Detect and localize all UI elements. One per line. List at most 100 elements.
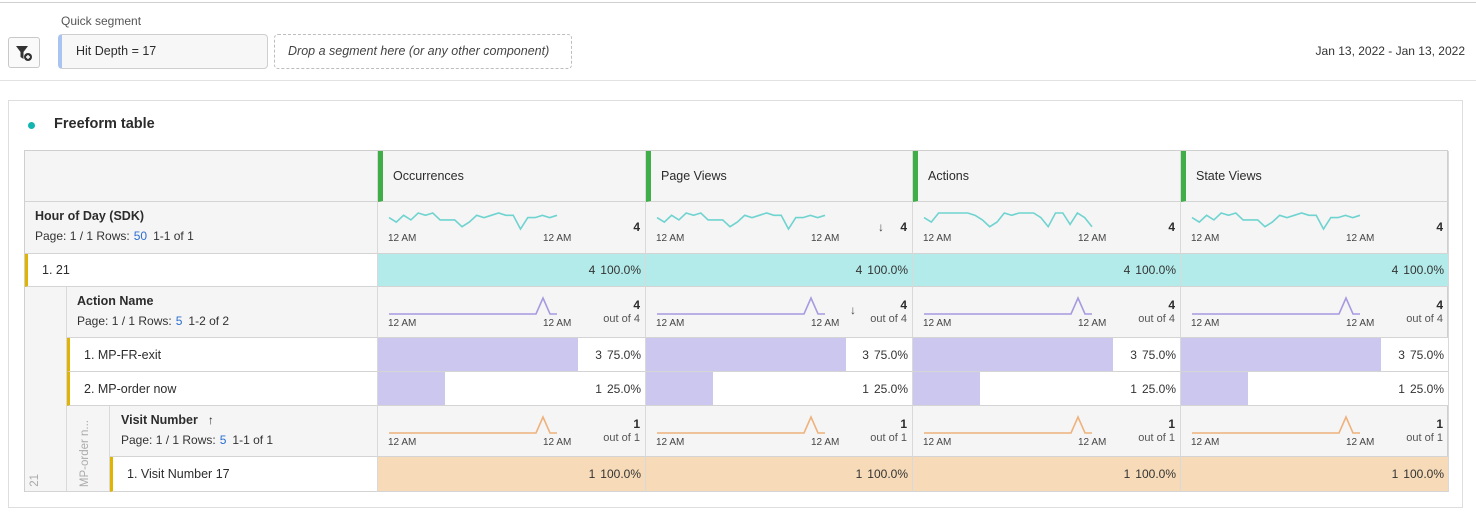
cell-percent: 75.0% [1141,348,1176,362]
value-bar [913,254,1180,286]
value-bar [913,338,1114,371]
pagination: Page: 1 / 1 Rows: 5 1-1 of 1 [121,433,377,447]
trend-sparkline [1192,296,1360,315]
pagination-page: Page: 1 / 1 Rows: [35,229,130,243]
table-row-label[interactable]: 1. Visit Number 17 [110,457,378,492]
sort-descending-icon[interactable]: ↓ [850,303,856,317]
pagination-page: Page: 1 / 1 Rows: [77,314,172,328]
metric-summary-cell: 12 AM 12 AM 4 [378,202,646,254]
table-cell[interactable]: 1 25.0% [1181,372,1449,406]
pagination-range: 1-1 of 1 [232,433,274,447]
sparkline-line [1191,212,1361,231]
table-cell[interactable]: 1 25.0% [913,372,1181,406]
table-cell[interactable]: 3 75.0% [1181,338,1449,372]
dimension-title[interactable]: Hour of Day (SDK) [35,209,145,223]
column-total: 1 [1168,417,1175,431]
sparkline-line [389,296,557,315]
cell-percent: 25.0% [1409,382,1444,396]
sparkline-end-tick: 12 AM [811,318,840,329]
sparkline-start-tick: 12 AM [923,318,952,329]
sparkline-end-tick: 12 AM [543,233,572,244]
pagination: Page: 1 / 1 Rows: 5 1-2 of 2 [77,314,377,328]
table-cell[interactable]: 1 100.0% [646,457,913,492]
table-cell[interactable]: 1 25.0% [378,372,646,406]
column-total-out-of: out of 4 [603,313,640,325]
sparkline-start-tick: 12 AM [388,437,417,448]
cell-percent: 75.0% [606,348,641,362]
table-row-label[interactable]: 2. MP-order now [67,372,378,406]
cell-percent: 25.0% [1141,382,1176,396]
trend-sparkline [924,415,1092,434]
sparkline-start-tick: 12 AM [656,437,685,448]
freeform-table: Occurrences Page Views Actions State Views 2… [24,150,1449,492]
sort-ascending-icon[interactable]: ↑ [207,413,214,427]
metric-summary-cell: 12 AM 12 AM 4 out of 4 [378,287,646,338]
rows-per-page[interactable]: 50 [133,229,148,243]
table-cell[interactable]: 4 100.0% [378,254,646,287]
sparkline-line [657,296,825,315]
table-cell[interactable]: 1 100.0% [1181,457,1449,492]
table-cell[interactable]: 1 100.0% [378,457,646,492]
sparkline-line [1192,415,1360,434]
table-row-label[interactable]: 1. 21 [25,254,378,287]
metric-header-occurrences[interactable]: Occurrences [378,151,646,202]
column-total: 1 [1436,417,1443,431]
trend-sparkline [1191,212,1361,231]
value-bar [913,457,1180,491]
pagination-page: Page: 1 / 1 Rows: [121,433,216,447]
cell-value: 4 [1391,263,1399,277]
cell-value: 3 [1130,348,1137,362]
dimension-title[interactable]: Visit Number [121,413,198,427]
freeform-panel [8,100,1463,508]
cell-percent: 100.0% [867,467,908,481]
pagination: Page: 1 / 1 Rows: 50 1-1 of 1 [35,229,377,243]
sort-descending-icon[interactable]: ↓ [878,220,884,234]
table-cell[interactable]: 3 75.0% [646,338,913,372]
sparkline-line [924,415,1092,434]
table-row-label[interactable]: 1. MP-FR-exit [67,338,378,372]
table-cell[interactable]: 1 100.0% [913,457,1181,492]
value-bar [1181,254,1448,286]
top-border [0,2,1476,3]
value-bar [378,372,445,405]
metric-summary-cell: 12 AM 12 AM 4 out of 4 ↓ [646,287,913,338]
sparkline-end-tick: 12 AM [811,437,840,448]
add-segment-button[interactable] [8,37,40,68]
sparkline-end-tick: 12 AM [811,233,840,244]
sparkline-start-tick: 12 AM [656,233,685,244]
table-cell[interactable]: 1 25.0% [646,372,913,406]
sparkline-line [923,211,1093,229]
value-bar [646,372,713,405]
table-cell[interactable]: 4 100.0% [646,254,913,287]
trend-sparkline [657,296,825,315]
metric-summary-cell: 12 AM 12 AM 1 out of 1 [1181,406,1449,457]
quick-segment-input[interactable]: Hit Depth = 17 [58,34,268,69]
dimension-header-2[interactable]: Visit Number ↑ Page: 1 / 1 Rows: 5 1-1 of 1 [110,406,378,457]
value-bar [378,457,645,491]
column-total-out-of: out of 1 [1406,432,1443,444]
sparkline-line [388,212,558,231]
sparkline-start-tick: 12 AM [1191,318,1220,329]
metric-header-page-views[interactable]: Page Views [646,151,913,202]
metric-header-actions[interactable]: Actions [913,151,1181,202]
table-cell[interactable]: 4 100.0% [1181,254,1449,287]
dimension-title[interactable]: Action Name [77,294,154,308]
date-range[interactable]: Jan 13, 2022 - Jan 13, 2022 [1315,44,1465,58]
table-cell[interactable]: 3 75.0% [378,338,646,372]
segment-drop-zone[interactable]: Drop a segment here (or any other compon… [274,34,572,69]
value-bar [1181,457,1448,491]
rows-per-page[interactable]: 5 [219,433,227,447]
metric-summary-cell: 12 AM 12 AM 4 ↓ [646,202,913,254]
metric-header-state-views[interactable]: State Views [1181,151,1449,202]
table-cell[interactable]: 4 100.0% [913,254,1181,287]
table-cell[interactable]: 3 75.0% [913,338,1181,372]
dimension-header-0[interactable]: Hour of Day (SDK) Page: 1 / 1 Rows: 50 1-1 … [25,202,378,254]
sparkline-end-tick: 12 AM [543,437,572,448]
rows-per-page[interactable]: 5 [175,314,183,328]
divider [0,80,1476,81]
column-total-out-of: out of 1 [1138,432,1175,444]
cell-percent: 25.0% [873,382,908,396]
dimension-header-1[interactable]: Action Name Page: 1 / 1 Rows: 5 1-2 of 2 [67,287,378,338]
cell-value: 4 [855,263,863,277]
panel-title: Freeform table [54,116,155,132]
